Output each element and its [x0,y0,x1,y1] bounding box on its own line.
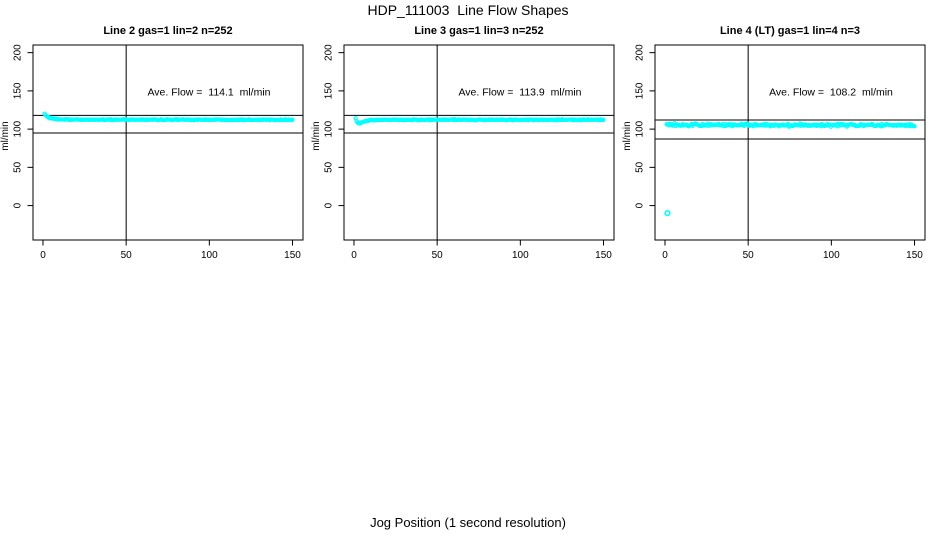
plot-frame [32,44,304,241]
y-tick-label: 200 [324,44,335,61]
y-tick-label: 100 [13,120,24,137]
panel-title-line4: Line 4 (LT) gas=1 lin=4 n=3 [719,25,861,37]
y-tick-label: 200 [635,44,646,61]
x-tick-label: 0 [351,250,357,261]
y-tick-label: 150 [635,82,646,99]
panel-line2: 0 50 100 150 0 50 100 150 200 Line 2 gas=1 lin=2… [0,0,312,300]
scatter-points [664,120,917,217]
y-axis-label: ml/min [0,121,11,151]
x-tick-label: 100 [823,250,840,261]
scatter-points [42,111,295,123]
panel-title-line2: Line 2 gas=1 lin=2 n=252 [103,25,233,37]
y-tick-label: 150 [13,82,24,99]
y-tick-label: 50 [635,161,646,173]
x-tick-label: 100 [201,250,218,261]
axes: 0 50 100 150 0 50 100 150 200 [635,44,924,261]
x-tick-label: 150 [906,250,923,261]
scatter-points [353,116,606,126]
y-tick-label: 0 [635,202,646,208]
panel-line4: 0 50 100 150 0 50 100 150 200 Line 4 (LT) gas=1 … [622,0,934,300]
x-tick-label: 0 [40,250,46,261]
y-tick-label: 50 [324,161,335,173]
x-axis-title: Jog Position (1 second resolution) [370,515,566,530]
y-tick-label: 200 [13,44,24,61]
plot-frame [343,44,615,241]
y-tick-label: 0 [13,202,24,208]
y-tick-label: 100 [635,120,646,137]
x-tick-label: 150 [595,250,612,261]
y-tick-label: 50 [13,161,24,173]
ave-flow-annotation-line4: Ave. Flow = 108.2 ml/min [769,86,893,99]
x-tick-label: 50 [121,250,133,261]
outlier-point [664,210,671,217]
panel-title-line3: Line 3 gas=1 lin=3 n=252 [414,25,544,37]
y-axis-label: ml/min [311,121,322,151]
y-tick-label: 150 [324,82,335,99]
figure-title: HDP_111003 Line Flow Shapes [367,2,569,18]
x-tick-label: 50 [432,250,444,261]
x-tick-label: 0 [662,250,668,261]
x-tick-label: 150 [284,250,301,261]
y-axis-label: ml/min [622,121,633,151]
axes: 0 50 100 150 0 50 100 150 200 [324,44,613,261]
ave-flow-annotation-line3: Ave. Flow = 113.9 ml/min [458,86,582,99]
plot-frame [654,44,926,241]
plot-area-line4: 0 50 100 150 0 50 100 150 200 [635,44,926,261]
ave-flow-annotation-line2: Ave. Flow = 114.1 ml/min [147,86,271,99]
x-tick-label: 100 [512,250,529,261]
axes: 0 50 100 150 0 50 100 150 200 [13,44,302,261]
plot-area-line3: 0 50 100 150 0 50 100 150 200 [324,44,615,261]
x-tick-label: 50 [743,250,755,261]
y-tick-label: 0 [324,202,335,208]
y-tick-label: 100 [324,120,335,137]
panel-line3: 0 50 100 150 0 50 100 150 200 Line 3 gas=1 lin=3… [311,0,623,300]
plot-area-line2: 0 50 100 150 0 50 100 150 200 [13,44,304,261]
